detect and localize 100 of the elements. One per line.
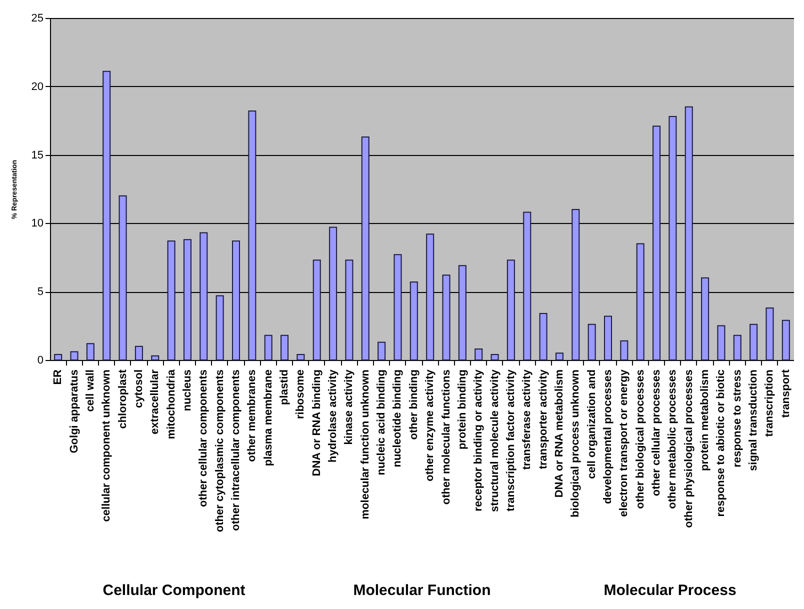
x-tick-label: other intracellular components xyxy=(230,370,242,531)
bar xyxy=(264,334,272,360)
bar xyxy=(636,243,644,360)
x-tick-label: structural molecule activity xyxy=(488,368,501,512)
bar xyxy=(329,226,338,360)
x-tick-label: DNA or RNA metabolism xyxy=(553,369,566,498)
x-tick-label: other membranes xyxy=(246,370,258,462)
bar xyxy=(70,351,78,360)
x-tick-label: cytosol xyxy=(132,370,145,408)
bar xyxy=(572,209,580,360)
x-tick-label: other biological processes xyxy=(634,370,646,509)
bar xyxy=(426,234,434,360)
bar xyxy=(668,116,677,360)
bar xyxy=(604,316,612,360)
bar xyxy=(86,343,94,360)
bar xyxy=(345,260,354,360)
bar xyxy=(750,324,758,360)
bar xyxy=(248,110,256,360)
bar xyxy=(296,354,305,360)
bar xyxy=(232,240,240,360)
x-tick-label: other cellular components xyxy=(198,370,210,508)
x-tick-label: chloroplast xyxy=(116,369,129,429)
bar xyxy=(701,277,710,360)
y-tick-label: 20 xyxy=(31,80,44,93)
x-tick-label: extracellular xyxy=(149,368,162,434)
bar xyxy=(394,254,402,360)
x-tick-label: other binding xyxy=(408,370,420,440)
text: Molecular Function xyxy=(352,582,492,599)
x-tick-label: nucleotide binding xyxy=(392,370,404,468)
y-tick-label: 15 xyxy=(31,149,44,162)
x-tick-label: signal transduction xyxy=(748,369,760,471)
x-tick-label: transporter activity xyxy=(537,368,550,470)
x-tick-label: nucleic acid binding xyxy=(376,370,388,476)
x-tick-label: nucleus xyxy=(181,370,194,412)
text: Cellular Component xyxy=(102,582,246,599)
x-tick-label: cell wall xyxy=(84,370,96,412)
x-tick-label: protein binding xyxy=(456,370,468,450)
x-tick-label: ER xyxy=(52,369,64,385)
bar xyxy=(717,325,726,360)
x-tick-label: cellular component unknown xyxy=(100,369,113,522)
x-tick-label: hydrolase activity xyxy=(327,368,340,462)
x-tick-label: plasma membrane xyxy=(262,370,274,466)
bar xyxy=(280,334,289,360)
bar xyxy=(118,195,127,360)
x-tick-label: other cellular processes xyxy=(650,370,663,496)
y-tick-label: 10 xyxy=(31,218,44,230)
x-tick-label: other molecular functions xyxy=(440,370,452,505)
bar xyxy=(652,126,661,360)
x-tick-label: response to abiotic or biotic xyxy=(715,370,728,517)
y-tick-label: 5 xyxy=(37,286,44,298)
bar xyxy=(151,355,160,360)
bar xyxy=(490,354,499,360)
bar xyxy=(134,346,143,360)
x-tick-label: molecular function unknown xyxy=(359,369,372,520)
x-tick-label: protein metabolism xyxy=(699,369,712,471)
bar xyxy=(410,282,418,360)
bar xyxy=(620,340,628,360)
x-tick-label: biological process unknown xyxy=(570,369,582,518)
x-tick-label: transferase activity xyxy=(521,368,534,470)
bar xyxy=(733,334,742,360)
x-tick-label: plastid xyxy=(278,370,291,405)
x-tick-label: cell organization and xyxy=(586,370,598,479)
bar xyxy=(523,212,532,360)
x-tick-label: other metabolic processes xyxy=(666,370,679,509)
x-tick-label: Golgi apparatus xyxy=(68,370,80,454)
x-tick-label: receptor binding or activity xyxy=(472,368,485,512)
x-tick-label: transport xyxy=(780,369,792,418)
bar xyxy=(474,348,483,360)
bar xyxy=(216,295,224,360)
x-tick-label: other enzyme activity xyxy=(424,368,436,482)
bar xyxy=(378,342,386,360)
x-tick-label: DNA or RNA binding xyxy=(310,370,323,476)
y-tick-label: 25 xyxy=(31,12,44,24)
x-tick-label: response to stress xyxy=(731,370,744,468)
x-tick-label: other physiological processes xyxy=(682,370,695,528)
bar xyxy=(54,354,62,360)
bar xyxy=(312,260,321,360)
bar xyxy=(458,265,466,360)
x-tick-label: kinase activity xyxy=(343,368,356,445)
x-tick-label: other cytoplasmic components xyxy=(214,370,226,532)
bar xyxy=(102,70,111,360)
x-tick-label: transcription xyxy=(764,369,776,437)
x-tick-label: electron transport or energy xyxy=(618,368,630,517)
x-tick-label: ribosome xyxy=(294,370,307,420)
bar xyxy=(588,324,596,360)
text: Molecular Process xyxy=(602,582,738,599)
x-tick-label: developmental processes xyxy=(602,370,614,504)
bar xyxy=(766,308,774,360)
bar xyxy=(555,352,564,360)
bar xyxy=(782,320,790,360)
bar xyxy=(361,136,370,360)
bar xyxy=(506,260,515,360)
bar xyxy=(539,312,548,360)
bar xyxy=(183,239,192,360)
bar xyxy=(200,232,208,360)
bar xyxy=(167,240,176,360)
bar xyxy=(684,106,693,360)
x-tick-label: transcription factor activity xyxy=(504,368,517,512)
x-tick-label: mitochondria xyxy=(165,368,178,440)
bar xyxy=(442,274,450,360)
